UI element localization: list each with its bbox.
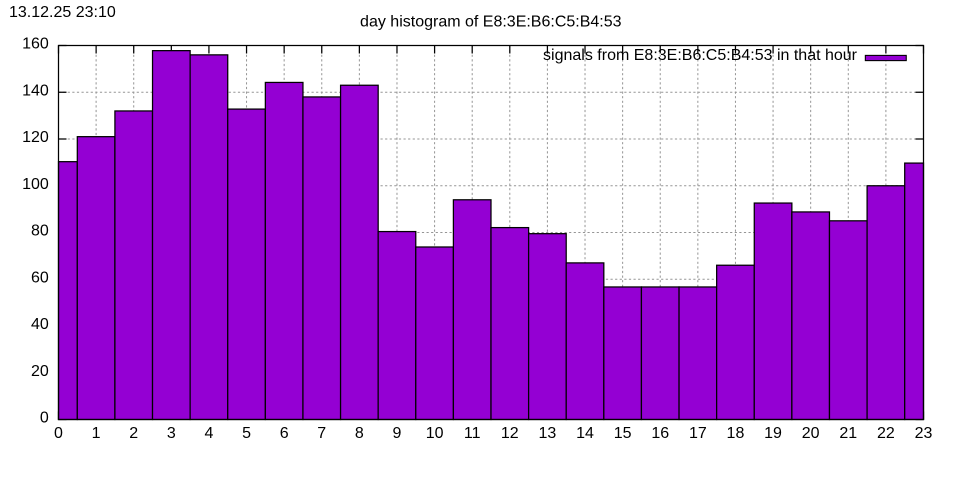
svg-text:signals from E8:3E:B6:C5:B4:53: signals from E8:3E:B6:C5:B4:53 in that h… [543, 47, 858, 64]
svg-text:140: 140 [22, 82, 49, 99]
svg-text:13: 13 [539, 425, 557, 442]
svg-text:8: 8 [355, 425, 364, 442]
svg-text:13.12.25 23:10: 13.12.25 23:10 [9, 4, 116, 21]
svg-text:day histogram of E8:3E:B6:C5:B: day histogram of E8:3E:B6:C5:B4:53 [360, 14, 622, 31]
svg-text:4: 4 [204, 425, 213, 442]
svg-text:0: 0 [54, 425, 63, 442]
svg-text:0: 0 [40, 410, 49, 427]
svg-text:16: 16 [651, 425, 669, 442]
svg-text:20: 20 [802, 425, 820, 442]
svg-text:80: 80 [31, 223, 49, 240]
svg-text:5: 5 [242, 425, 251, 442]
svg-text:3: 3 [167, 425, 176, 442]
svg-text:6: 6 [280, 425, 289, 442]
svg-text:17: 17 [689, 425, 707, 442]
svg-text:14: 14 [576, 425, 594, 442]
svg-text:1: 1 [92, 425, 101, 442]
svg-text:21: 21 [839, 425, 857, 442]
svg-text:12: 12 [501, 425, 519, 442]
svg-text:7: 7 [317, 425, 326, 442]
svg-text:100: 100 [22, 176, 49, 193]
svg-text:22: 22 [877, 425, 895, 442]
svg-text:19: 19 [764, 425, 782, 442]
svg-text:15: 15 [614, 425, 632, 442]
svg-text:120: 120 [22, 129, 49, 146]
svg-text:18: 18 [727, 425, 745, 442]
svg-text:10: 10 [426, 425, 444, 442]
svg-text:20: 20 [31, 363, 49, 380]
svg-text:11: 11 [464, 425, 481, 442]
svg-text:23: 23 [915, 425, 933, 442]
svg-text:40: 40 [31, 316, 49, 333]
svg-text:2: 2 [129, 425, 138, 442]
svg-text:9: 9 [393, 425, 402, 442]
svg-text:60: 60 [31, 269, 49, 286]
svg-text:160: 160 [22, 36, 49, 53]
